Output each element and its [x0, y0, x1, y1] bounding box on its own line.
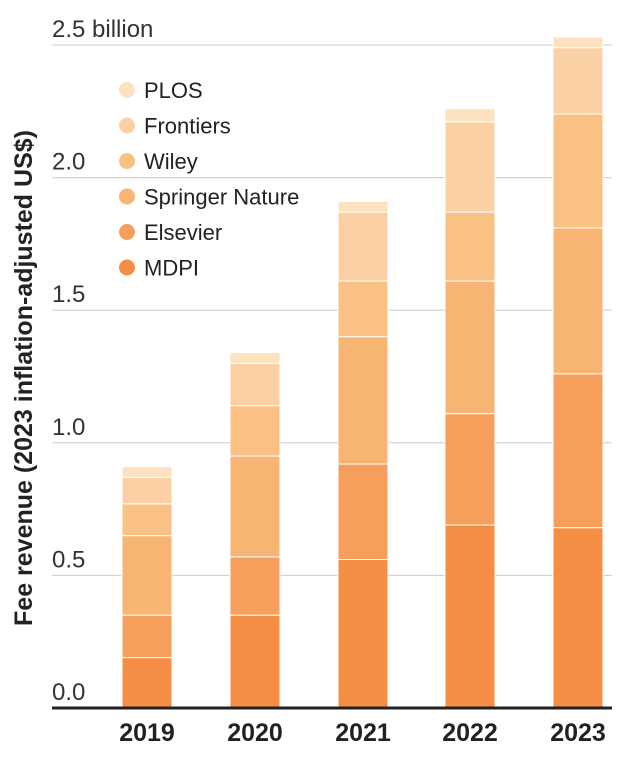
gridlines [52, 44, 612, 576]
bar-segment [444, 413, 496, 526]
legend-label: PLOS [144, 78, 203, 103]
bar-segment [229, 362, 281, 407]
y-tick-label: 0.5 [52, 546, 85, 573]
bar-segment [337, 336, 389, 465]
bars [121, 36, 604, 709]
y-tick-label: 0.0 [52, 679, 85, 706]
bar-segment [337, 463, 389, 560]
legend-swatch [119, 188, 135, 205]
bar-segment [552, 227, 604, 375]
x-tick-labels: 2019 2020 2021 2022 2023 [119, 719, 606, 747]
legend-label: Frontiers [144, 114, 231, 139]
bar-segment [337, 558, 389, 709]
legend-label: MDPI [144, 256, 199, 281]
bar-segment [444, 524, 496, 709]
y-axis-label: Fee revenue (2023 inflation-adjusted US$… [10, 130, 38, 626]
y-tick-label: 1.5 [52, 281, 85, 308]
bar-segment [121, 466, 173, 478]
x-tick-label: 2020 [227, 719, 283, 747]
legend-label: Wiley [144, 149, 198, 174]
bar-segment [444, 211, 496, 282]
x-tick-label: 2019 [119, 719, 175, 747]
legend-swatch [119, 259, 135, 276]
bar-segment [552, 373, 604, 529]
y-tick-labels: 0.0 0.5 1.0 1.5 2.0 2.5 billion [52, 16, 153, 706]
legend: PLOS Frontiers Wiley Springer Nature Elsevie… [119, 78, 299, 281]
bar-segment [121, 476, 173, 505]
x-tick-label: 2021 [335, 719, 391, 747]
legend-swatch [119, 224, 135, 240]
bar-segment [229, 614, 281, 709]
bar-segment [229, 455, 281, 558]
y-tick-label: 2.0 [52, 149, 85, 176]
bar-segment [229, 556, 281, 616]
bar-segment [121, 535, 173, 616]
legend-swatch [119, 117, 135, 134]
bar-segment [229, 352, 281, 364]
bar-segment [552, 36, 604, 49]
bar-segment [337, 280, 389, 338]
bar-segment [552, 527, 604, 709]
y-tick-label: 2.5 billion [52, 16, 153, 43]
legend-label: Springer Nature [144, 185, 299, 210]
bar-segment [444, 280, 496, 415]
bar-segment [552, 47, 604, 115]
bar-segment [121, 503, 173, 537]
legend-label: Elsevier [144, 220, 222, 245]
bar-segment [121, 657, 173, 709]
bar-segment [229, 405, 281, 457]
y-tick-label: 1.0 [52, 414, 85, 441]
bar-segment [444, 108, 496, 123]
bar-segment [337, 211, 389, 282]
x-tick-label: 2022 [442, 719, 498, 747]
legend-swatch [119, 153, 135, 169]
bar-segment [444, 121, 496, 213]
bar-segment [337, 200, 389, 213]
bar-segment [552, 113, 604, 229]
bar-segment [121, 614, 173, 659]
legend-swatch [119, 82, 135, 98]
x-tick-label: 2023 [550, 719, 606, 747]
